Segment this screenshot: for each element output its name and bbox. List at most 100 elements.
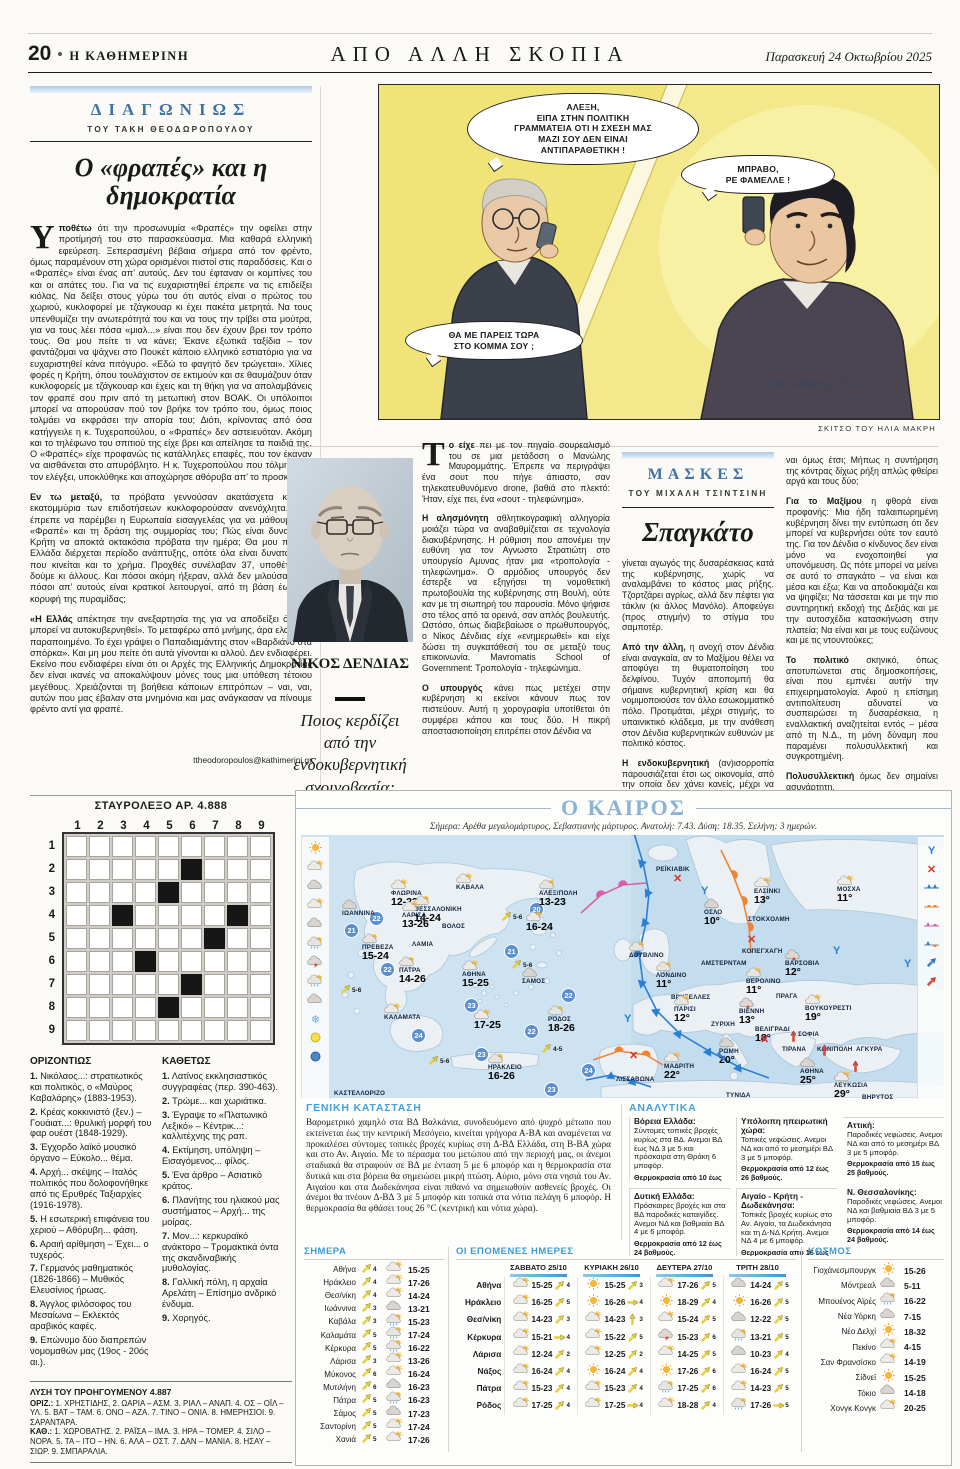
crossword-cell[interactable] — [89, 836, 110, 857]
crossword-cell[interactable] — [204, 859, 225, 880]
crossword-cell[interactable] — [66, 1020, 87, 1041]
crossword-cell[interactable] — [135, 997, 156, 1018]
crossword-cell[interactable] — [250, 882, 271, 903]
crossword-cell[interactable] — [135, 928, 156, 949]
crossword-cell[interactable] — [204, 905, 225, 926]
crossword-cell[interactable] — [135, 974, 156, 995]
crossword-cell[interactable] — [227, 882, 248, 903]
city-weather-icon — [474, 1009, 501, 1020]
crossword-cell[interactable] — [66, 905, 87, 926]
crossword-cell[interactable] — [66, 928, 87, 949]
crossword-cell[interactable] — [181, 951, 202, 972]
crossword-cell[interactable] — [66, 997, 87, 1018]
crossword-cell[interactable] — [135, 836, 156, 857]
crossword-cell[interactable] — [66, 836, 87, 857]
crossword-cell[interactable] — [89, 905, 110, 926]
page-number: 20 — [28, 42, 52, 65]
crossword-cell[interactable] — [204, 974, 225, 995]
weather-icon — [386, 1430, 408, 1449]
crossword-cell[interactable] — [135, 905, 156, 926]
crossword-cell[interactable] — [66, 859, 87, 880]
crossword-cell[interactable] — [112, 836, 133, 857]
crossword-cell[interactable] — [227, 974, 248, 995]
crossword-cell[interactable] — [250, 928, 271, 949]
crossword-cell[interactable] — [250, 974, 271, 995]
crossword-cell[interactable] — [112, 1020, 133, 1041]
city-name: Σαν Φρανσίσκο — [820, 1357, 876, 1367]
wind-arrow-icon — [361, 1352, 372, 1370]
crossword-cell[interactable] — [250, 905, 271, 926]
col-label: 6 — [189, 820, 196, 832]
crossword-cell[interactable] — [158, 974, 179, 995]
crossword-cell[interactable] — [112, 859, 133, 880]
crossword-cell[interactable] — [227, 836, 248, 857]
crossword-cell[interactable] — [112, 974, 133, 995]
world-row: Γιοχάνεσμπουργκ 15-26 — [808, 1262, 944, 1278]
crossword-cell[interactable] — [89, 997, 110, 1018]
crossword-cell[interactable] — [158, 928, 179, 949]
crossword-cell[interactable] — [204, 836, 225, 857]
crossword-cell[interactable] — [112, 997, 133, 1018]
crossword-cell[interactable] — [89, 1020, 110, 1041]
paragraph-list: γίνεται αγωγός της δυσαρέσκειας κατά της… — [622, 558, 774, 792]
crossword-cell[interactable] — [227, 1020, 248, 1041]
crossword-cell[interactable] — [112, 882, 133, 903]
crossword-cell[interactable] — [66, 951, 87, 972]
wind-arrow-icon — [361, 1418, 372, 1436]
crossword-cell[interactable] — [227, 928, 248, 949]
crossword-cell[interactable] — [181, 997, 202, 1018]
crossword-cell[interactable] — [89, 882, 110, 903]
bubble-line: ΘΑ ΜΕ ΠΑΡΕΙΣ ΤΩΡΑ — [448, 330, 540, 340]
crossword-cell[interactable] — [89, 928, 110, 949]
crossword-grid[interactable] — [62, 832, 275, 1045]
crossword-cell[interactable] — [227, 997, 248, 1018]
clue-text: Χορηγός. — [172, 1313, 211, 1324]
weather-icon — [658, 1380, 675, 1398]
crossword-cell[interactable] — [204, 997, 225, 1018]
crossword-cell[interactable] — [250, 951, 271, 972]
crossword-cell[interactable] — [181, 836, 202, 857]
crossword-cell[interactable] — [204, 1020, 225, 1041]
paragraph-lead: «Η Ελλάς — [30, 613, 73, 624]
front-mark: Y — [833, 945, 841, 957]
crossword-cell[interactable] — [158, 905, 179, 926]
solution-down-text: 1. ΧΩΡΟΒΑΤΗΣ. 2. ΡΑΪΣΑ – ΙΜΑ. 3. ΗΡΑ – Τ… — [30, 1427, 271, 1456]
crossword-cell[interactable] — [89, 859, 110, 880]
crossword-cell[interactable] — [250, 859, 271, 880]
today-table: ΣΗΜΕΡΑ Αθήνα 4 15-25 Ηράκλειο 4 17-26 Θεσ/νίκη… — [304, 1246, 444, 1446]
crossword-cell[interactable] — [181, 905, 202, 926]
crossword-cell[interactable] — [204, 882, 225, 903]
today-row: Πάτρα 5 16-23 — [304, 1392, 444, 1407]
crossword-cell[interactable] — [66, 882, 87, 903]
temperature-range: 16-26 — [750, 1298, 772, 1308]
author-email[interactable]: ttheodoropoulos@kathimerini.gr — [193, 755, 312, 766]
crossword-cell[interactable] — [250, 1020, 271, 1041]
crossword-cell[interactable] — [181, 882, 202, 903]
crossword-cell[interactable] — [227, 951, 248, 972]
crossword-cell[interactable] — [66, 974, 87, 995]
crossword-cell[interactable] — [158, 859, 179, 880]
crossword-cell[interactable] — [89, 951, 110, 972]
crossword-cell[interactable] — [158, 951, 179, 972]
wind-force: 5 — [373, 1331, 377, 1339]
crossword-cell[interactable] — [227, 859, 248, 880]
crossword-cell[interactable] — [112, 951, 133, 972]
crossword-cell[interactable] — [135, 882, 156, 903]
crossword-cell[interactable] — [204, 951, 225, 972]
crossword-cell[interactable] — [158, 836, 179, 857]
city-weather-icon — [755, 1015, 790, 1026]
city-temperature: 10° — [704, 915, 720, 927]
crossword-cell[interactable] — [135, 859, 156, 880]
svg-text:❄: ❄ — [311, 1014, 320, 1025]
crossword-cell[interactable] — [89, 974, 110, 995]
crossword-cell[interactable] — [158, 1020, 179, 1041]
map-city: ΠΡΑΓΑ — [776, 982, 797, 1000]
crossword-cell[interactable] — [135, 1020, 156, 1041]
crossword-cell[interactable] — [181, 1020, 202, 1041]
crossword-cell[interactable] — [181, 928, 202, 949]
crossword-cell[interactable] — [250, 997, 271, 1018]
wind-cell: 5 — [700, 1314, 716, 1325]
region-temp-range: Θερμοκρασία από 12 έως 24 βαθμούς. — [634, 1239, 722, 1256]
crossword-cell[interactable] — [112, 928, 133, 949]
crossword-cell[interactable] — [250, 836, 271, 857]
